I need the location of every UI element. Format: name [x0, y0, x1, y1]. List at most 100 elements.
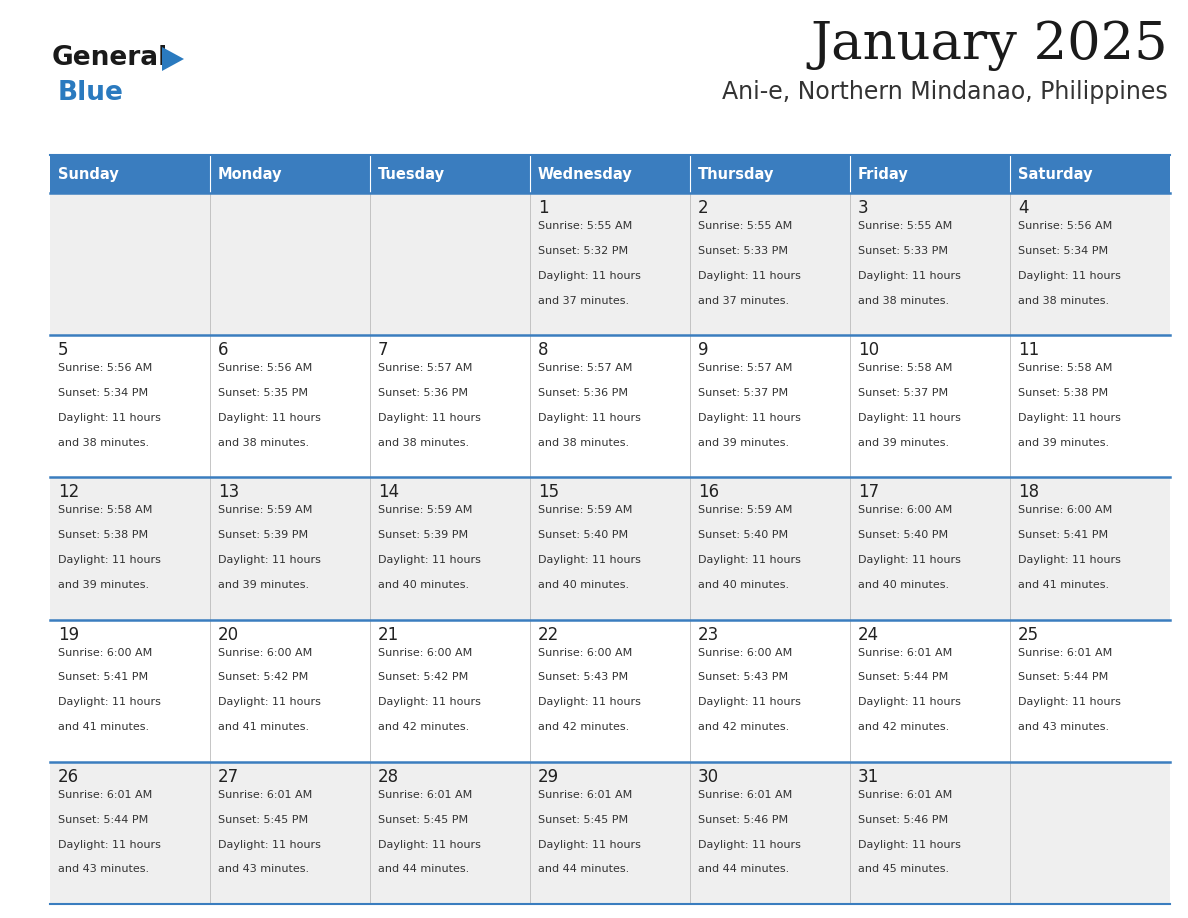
Text: and 41 minutes.: and 41 minutes.	[219, 722, 309, 733]
Text: Sunset: 5:45 PM: Sunset: 5:45 PM	[378, 814, 468, 824]
Text: 2: 2	[699, 199, 708, 217]
Text: and 41 minutes.: and 41 minutes.	[1018, 580, 1110, 590]
Text: 12: 12	[58, 484, 80, 501]
Text: Daylight: 11 hours: Daylight: 11 hours	[858, 840, 961, 849]
Text: Sunrise: 5:58 AM: Sunrise: 5:58 AM	[58, 506, 152, 515]
Text: Sunset: 5:37 PM: Sunset: 5:37 PM	[858, 388, 948, 398]
Text: Sunrise: 5:55 AM: Sunrise: 5:55 AM	[538, 221, 632, 231]
Text: 10: 10	[858, 341, 879, 359]
Text: Daylight: 11 hours: Daylight: 11 hours	[699, 555, 801, 565]
Text: and 45 minutes.: and 45 minutes.	[858, 865, 949, 875]
Text: and 42 minutes.: and 42 minutes.	[538, 722, 630, 733]
Text: Sunday: Sunday	[58, 166, 119, 182]
Text: Sunrise: 6:01 AM: Sunrise: 6:01 AM	[219, 789, 312, 800]
Text: 28: 28	[378, 767, 399, 786]
Text: 22: 22	[538, 625, 560, 644]
Text: Sunset: 5:38 PM: Sunset: 5:38 PM	[58, 531, 148, 541]
Bar	[690, 155, 849, 193]
Text: and 44 minutes.: and 44 minutes.	[538, 865, 630, 875]
Text: and 42 minutes.: and 42 minutes.	[378, 722, 469, 733]
Text: and 43 minutes.: and 43 minutes.	[58, 865, 150, 875]
Text: Daylight: 11 hours: Daylight: 11 hours	[858, 413, 961, 423]
Text: Sunset: 5:43 PM: Sunset: 5:43 PM	[699, 673, 788, 682]
Text: Daylight: 11 hours: Daylight: 11 hours	[538, 698, 640, 708]
Text: Sunrise: 5:57 AM: Sunrise: 5:57 AM	[378, 364, 473, 374]
Text: 30: 30	[699, 767, 719, 786]
Text: Sunrise: 6:01 AM: Sunrise: 6:01 AM	[858, 647, 953, 657]
Text: and 42 minutes.: and 42 minutes.	[699, 722, 789, 733]
Text: and 39 minutes.: and 39 minutes.	[1018, 438, 1110, 448]
Text: Sunset: 5:39 PM: Sunset: 5:39 PM	[378, 531, 468, 541]
Bar	[50, 477, 1170, 620]
Text: January 2025: January 2025	[810, 20, 1168, 71]
Text: Wednesday: Wednesday	[538, 166, 633, 182]
Text: 26: 26	[58, 767, 80, 786]
Text: Sunset: 5:46 PM: Sunset: 5:46 PM	[858, 814, 948, 824]
Bar	[530, 155, 690, 193]
Text: Daylight: 11 hours: Daylight: 11 hours	[58, 840, 160, 849]
Text: Daylight: 11 hours: Daylight: 11 hours	[699, 840, 801, 849]
Text: Sunrise: 6:01 AM: Sunrise: 6:01 AM	[378, 789, 473, 800]
Text: Daylight: 11 hours: Daylight: 11 hours	[538, 555, 640, 565]
Text: Daylight: 11 hours: Daylight: 11 hours	[58, 555, 160, 565]
Text: 14: 14	[378, 484, 399, 501]
Bar	[210, 155, 369, 193]
Bar	[849, 155, 1010, 193]
Text: Sunset: 5:32 PM: Sunset: 5:32 PM	[538, 246, 628, 256]
Text: Sunrise: 6:01 AM: Sunrise: 6:01 AM	[858, 789, 953, 800]
Text: 4: 4	[1018, 199, 1029, 217]
Text: Sunrise: 6:00 AM: Sunrise: 6:00 AM	[58, 647, 152, 657]
Text: Sunrise: 5:55 AM: Sunrise: 5:55 AM	[699, 221, 792, 231]
Bar	[50, 762, 1170, 904]
Text: and 43 minutes.: and 43 minutes.	[1018, 722, 1110, 733]
Text: Sunset: 5:38 PM: Sunset: 5:38 PM	[1018, 388, 1108, 398]
Bar	[1010, 155, 1170, 193]
Text: Sunrise: 6:00 AM: Sunrise: 6:00 AM	[858, 506, 953, 515]
Text: 9: 9	[699, 341, 708, 359]
Text: 19: 19	[58, 625, 80, 644]
Text: Sunset: 5:34 PM: Sunset: 5:34 PM	[58, 388, 148, 398]
Text: Sunrise: 5:56 AM: Sunrise: 5:56 AM	[1018, 221, 1112, 231]
Text: Sunrise: 6:00 AM: Sunrise: 6:00 AM	[219, 647, 312, 657]
Text: Sunset: 5:36 PM: Sunset: 5:36 PM	[378, 388, 468, 398]
Text: 23: 23	[699, 625, 719, 644]
Text: Sunrise: 5:56 AM: Sunrise: 5:56 AM	[58, 364, 152, 374]
Text: and 38 minutes.: and 38 minutes.	[219, 438, 309, 448]
Text: 15: 15	[538, 484, 560, 501]
Text: Sunrise: 6:00 AM: Sunrise: 6:00 AM	[1018, 506, 1112, 515]
Text: Sunrise: 5:59 AM: Sunrise: 5:59 AM	[378, 506, 473, 515]
Text: Daylight: 11 hours: Daylight: 11 hours	[378, 413, 481, 423]
Text: and 37 minutes.: and 37 minutes.	[699, 296, 789, 306]
Text: 17: 17	[858, 484, 879, 501]
Text: and 40 minutes.: and 40 minutes.	[699, 580, 789, 590]
Text: Sunset: 5:44 PM: Sunset: 5:44 PM	[858, 673, 948, 682]
Text: Sunrise: 6:01 AM: Sunrise: 6:01 AM	[58, 789, 152, 800]
Text: and 43 minutes.: and 43 minutes.	[219, 865, 309, 875]
Text: and 38 minutes.: and 38 minutes.	[378, 438, 469, 448]
Text: Sunset: 5:44 PM: Sunset: 5:44 PM	[58, 814, 148, 824]
Text: 11: 11	[1018, 341, 1040, 359]
Bar	[50, 620, 1170, 762]
Text: Daylight: 11 hours: Daylight: 11 hours	[1018, 271, 1120, 281]
Text: 20: 20	[219, 625, 239, 644]
Text: 29: 29	[538, 767, 560, 786]
Text: 24: 24	[858, 625, 879, 644]
Bar	[50, 193, 1170, 335]
Text: Daylight: 11 hours: Daylight: 11 hours	[699, 271, 801, 281]
Text: Sunset: 5:46 PM: Sunset: 5:46 PM	[699, 814, 788, 824]
Text: Sunrise: 6:00 AM: Sunrise: 6:00 AM	[538, 647, 632, 657]
Text: Daylight: 11 hours: Daylight: 11 hours	[58, 413, 160, 423]
Text: 27: 27	[219, 767, 239, 786]
Text: 6: 6	[219, 341, 228, 359]
Text: Daylight: 11 hours: Daylight: 11 hours	[378, 840, 481, 849]
Text: and 41 minutes.: and 41 minutes.	[58, 722, 150, 733]
Text: and 38 minutes.: and 38 minutes.	[538, 438, 630, 448]
Text: Sunset: 5:35 PM: Sunset: 5:35 PM	[219, 388, 308, 398]
Text: Sunset: 5:41 PM: Sunset: 5:41 PM	[58, 673, 148, 682]
Text: Sunset: 5:40 PM: Sunset: 5:40 PM	[538, 531, 628, 541]
Text: Daylight: 11 hours: Daylight: 11 hours	[378, 555, 481, 565]
Text: Daylight: 11 hours: Daylight: 11 hours	[858, 271, 961, 281]
Text: Sunset: 5:40 PM: Sunset: 5:40 PM	[858, 531, 948, 541]
Text: Sunset: 5:33 PM: Sunset: 5:33 PM	[858, 246, 948, 256]
Text: and 40 minutes.: and 40 minutes.	[538, 580, 630, 590]
